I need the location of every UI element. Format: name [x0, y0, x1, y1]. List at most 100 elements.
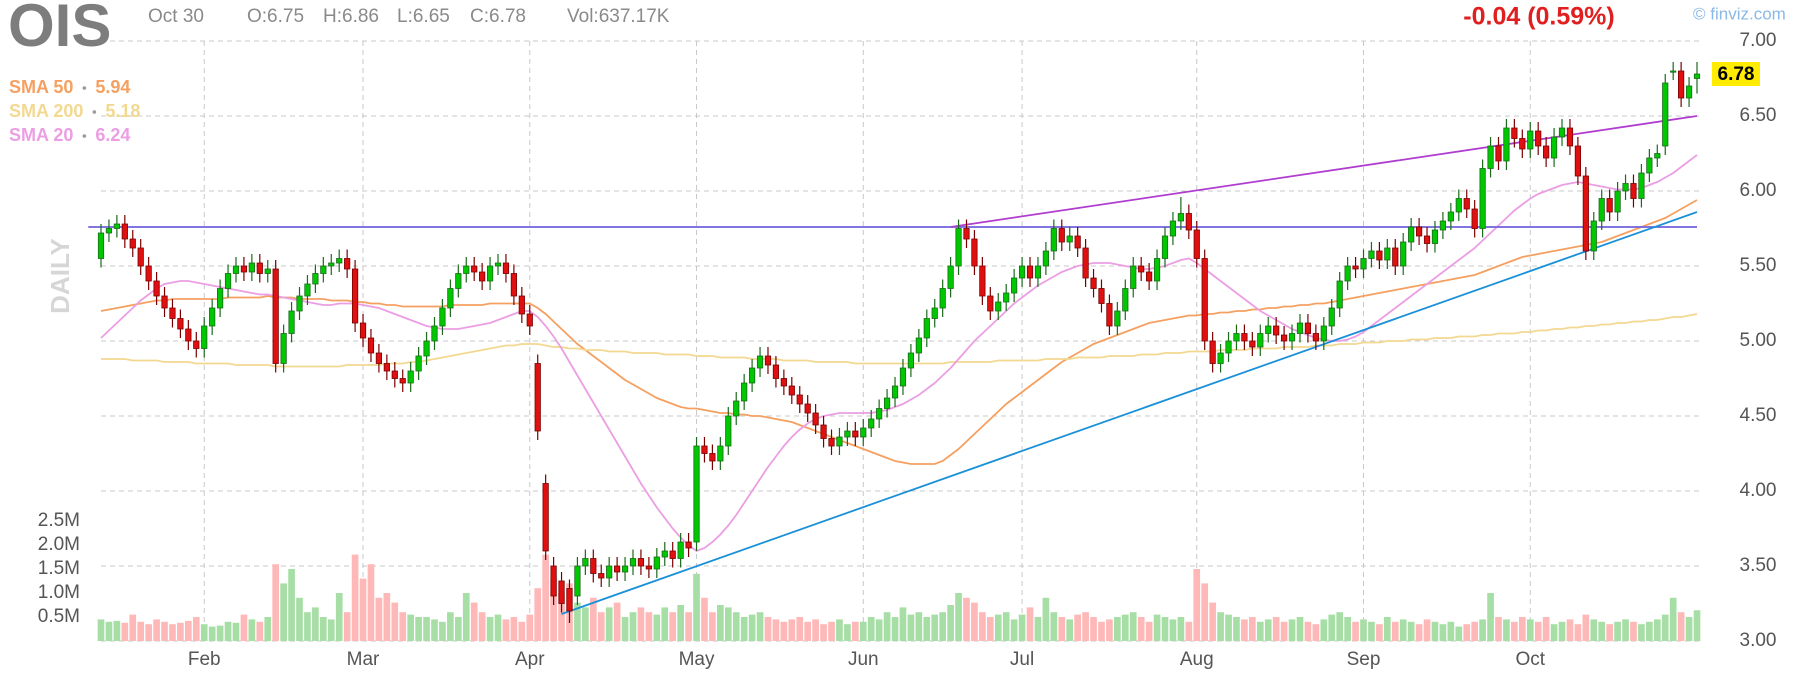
volume-bar	[1177, 617, 1185, 641]
volume-bar	[351, 554, 359, 641]
legend-name: SMA 20	[9, 125, 73, 145]
volume-bar	[1249, 617, 1256, 641]
open-text: O:6.75	[247, 6, 304, 27]
candle-body	[1400, 241, 1407, 267]
volume-bar	[1129, 612, 1137, 641]
volume-bar	[1646, 621, 1653, 641]
volume-bar	[1209, 602, 1216, 641]
volume-bar	[1526, 619, 1534, 641]
volume-bar	[1256, 621, 1264, 641]
candle-body	[1447, 211, 1454, 222]
volume-bar	[939, 612, 947, 641]
candle-body	[1114, 310, 1121, 327]
legend-dot	[82, 134, 87, 138]
candle-body	[574, 565, 581, 597]
candle-body	[1495, 145, 1502, 162]
volume-bar	[1034, 617, 1042, 641]
volume-bar	[248, 619, 256, 641]
volume-bar	[407, 614, 415, 641]
candle-body	[439, 307, 446, 327]
volume-bar	[1185, 621, 1193, 641]
candle-body	[1376, 250, 1383, 261]
volume-bar	[589, 597, 597, 641]
candle-body	[836, 436, 843, 447]
candle-body	[733, 400, 740, 417]
volume-bar	[836, 619, 843, 641]
candle-body	[518, 295, 525, 315]
volume-bar	[1447, 621, 1455, 641]
change-text: -0.04 (0.59%)	[1463, 3, 1614, 31]
candle-body	[1201, 258, 1208, 342]
volume-bar	[1653, 619, 1661, 641]
volume-bar	[185, 620, 192, 641]
y-tick-label: 3.00	[1740, 630, 1777, 651]
candle-body	[725, 415, 732, 447]
volume-bar	[129, 614, 137, 641]
candle-body	[1050, 228, 1057, 252]
candle-body	[431, 325, 438, 342]
candle-body	[471, 265, 478, 273]
candle-body	[455, 273, 462, 289]
candle-body	[693, 445, 700, 543]
candle-body	[1479, 168, 1486, 229]
volume-bar	[685, 612, 692, 641]
candle-body	[296, 295, 303, 312]
volume-bar	[582, 607, 589, 641]
candle-body	[1360, 258, 1367, 270]
candle-body	[1034, 265, 1042, 279]
candle-body	[336, 258, 343, 264]
volume-bar	[709, 612, 716, 641]
sma-line	[100, 154, 1698, 553]
volume-bar	[1590, 619, 1598, 641]
source-link[interactable]: © finviz.com	[1693, 4, 1786, 23]
volume-bar	[1685, 617, 1693, 641]
volume-bar	[1534, 621, 1542, 641]
candle-body	[1074, 235, 1081, 249]
candle-body	[145, 265, 152, 282]
candle-body	[1368, 250, 1375, 259]
candle-body	[812, 412, 819, 426]
candle-body	[828, 438, 835, 447]
candle-body	[637, 558, 645, 567]
candle-body	[351, 268, 359, 324]
candle-body	[280, 333, 287, 364]
volume-bar	[1090, 617, 1097, 641]
volume-bar	[1066, 619, 1074, 641]
candle-body	[1233, 333, 1240, 342]
candle-body	[1122, 288, 1129, 312]
candle-layer	[97, 62, 1701, 623]
date: Oct 30	[148, 6, 204, 27]
volume-bar	[947, 605, 954, 641]
candle-body	[1685, 85, 1693, 99]
volume-bar	[1630, 621, 1637, 641]
volume-bar	[1360, 619, 1367, 641]
candle-body	[1161, 235, 1169, 259]
candle-body	[105, 228, 113, 234]
volume-bar	[963, 597, 970, 641]
volume-bar	[844, 624, 851, 641]
volume-bar	[820, 624, 827, 641]
candle-body	[1241, 333, 1248, 342]
candle-body	[1431, 229, 1439, 244]
volume-bar	[1606, 624, 1613, 641]
volume-bar	[272, 564, 280, 641]
candle-body	[1487, 145, 1494, 169]
legend-name: SMA 50	[9, 77, 73, 97]
volume-text: Vol:637.17K	[567, 6, 670, 27]
volume-bar	[748, 614, 756, 641]
candle-body	[359, 322, 367, 339]
volume-bar	[391, 602, 399, 641]
volume-bar	[1399, 619, 1407, 641]
volume-bar	[1455, 626, 1463, 641]
volume-bar	[851, 621, 859, 641]
volume-bar	[772, 619, 780, 641]
volume-bar	[1598, 621, 1606, 641]
candle-body	[661, 550, 668, 558]
candle-body	[1058, 228, 1065, 243]
volume-bar	[1272, 617, 1280, 641]
candle-body	[494, 262, 502, 267]
volume-bar	[200, 624, 208, 641]
volume-bar	[923, 617, 931, 641]
volume-bar	[335, 593, 343, 641]
candle-body	[407, 370, 414, 384]
